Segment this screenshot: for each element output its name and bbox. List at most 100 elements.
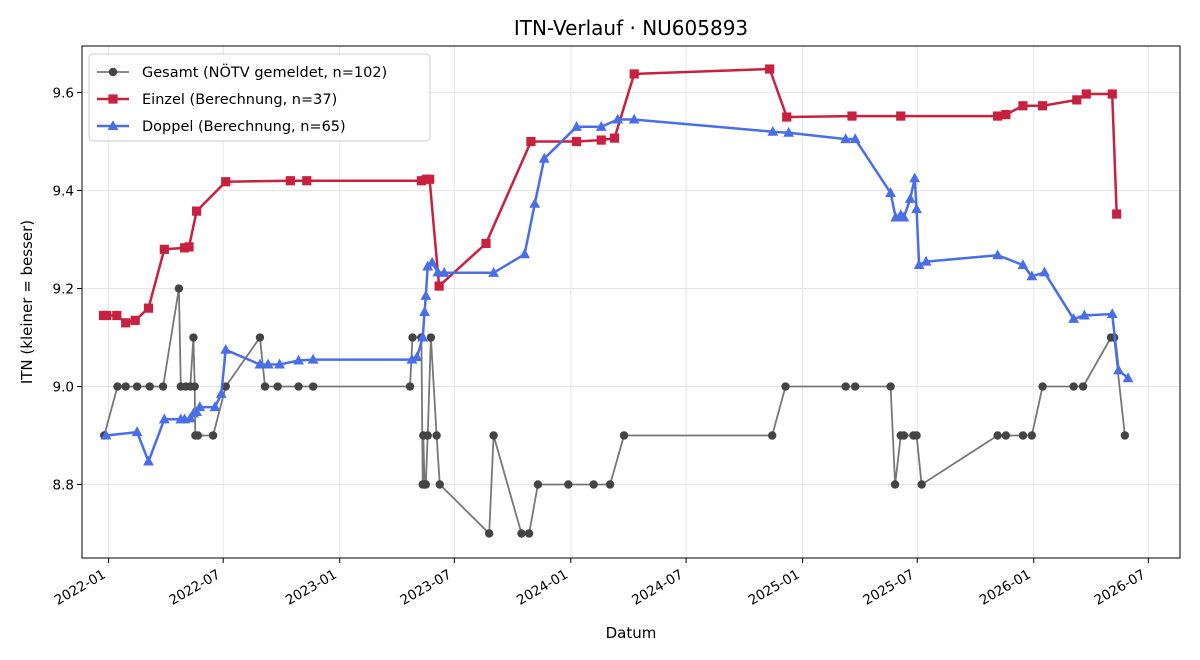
data-point — [192, 206, 202, 216]
data-point — [619, 431, 629, 440]
data-point — [488, 267, 499, 277]
data-point — [1122, 372, 1134, 383]
data-point — [1001, 431, 1011, 440]
data-point — [1078, 382, 1088, 391]
data-point — [1068, 313, 1080, 323]
data-point — [112, 310, 122, 321]
data-point — [1017, 259, 1029, 270]
y-tick-label: 9.0 — [53, 380, 74, 396]
data-point — [481, 238, 491, 249]
data-point — [533, 480, 543, 489]
data-point — [1081, 89, 1091, 99]
data-point — [571, 136, 582, 147]
data-point — [526, 136, 536, 147]
data-point — [132, 382, 142, 391]
data-point — [609, 133, 620, 143]
data-point — [209, 401, 221, 412]
data-point — [1027, 431, 1037, 440]
data-point — [1107, 89, 1117, 99]
data-point — [174, 284, 184, 293]
data-point — [215, 388, 227, 398]
data-point — [100, 429, 112, 440]
data-point — [423, 431, 432, 440]
data-point — [1038, 382, 1047, 391]
data-point — [517, 529, 526, 538]
data-point — [432, 431, 441, 440]
data-point — [220, 343, 232, 354]
data-point — [131, 426, 143, 437]
data-point — [121, 382, 130, 391]
legend-marker — [108, 67, 118, 77]
data-point — [416, 176, 427, 186]
data-point — [849, 133, 861, 144]
data-point — [596, 135, 606, 145]
data-point — [273, 382, 282, 391]
data-point — [847, 111, 857, 121]
data-point — [898, 211, 910, 222]
data-point — [1120, 431, 1130, 440]
data-point — [113, 382, 122, 391]
series-line — [103, 287, 1126, 535]
data-point — [143, 455, 154, 466]
series-triangle — [100, 113, 1134, 466]
y-axis-label: ITN (kleiner = besser) — [18, 220, 36, 384]
data-point — [426, 333, 436, 342]
data-point — [285, 176, 295, 186]
data-point — [420, 290, 432, 300]
data-point — [850, 382, 860, 391]
data-point — [405, 382, 415, 391]
series-layer — [98, 64, 1134, 538]
data-point — [425, 174, 435, 184]
data-point — [605, 480, 615, 489]
legend-label: Doppel (Berechnung, n=65) — [142, 119, 346, 135]
data-point — [262, 358, 274, 369]
y-axis-ticks: 8.8 9.0 9.2 9.4 9.6 — [53, 86, 82, 494]
data-point — [911, 203, 922, 214]
data-point — [899, 431, 909, 440]
data-point — [184, 242, 194, 252]
data-point — [841, 382, 850, 391]
data-point — [783, 126, 795, 137]
y-tick-label: 9.6 — [53, 86, 74, 102]
data-point — [411, 351, 423, 362]
data-point — [917, 480, 926, 489]
data-point — [767, 125, 779, 136]
data-point — [307, 353, 319, 364]
data-point — [595, 121, 607, 131]
data-point — [993, 111, 1003, 121]
data-point — [302, 176, 312, 186]
data-point — [529, 197, 541, 208]
data-point — [434, 281, 444, 291]
legend-box — [88, 53, 431, 142]
data-point — [143, 303, 154, 313]
data-point — [193, 431, 203, 440]
data-point — [1113, 364, 1124, 375]
data-point — [421, 480, 431, 489]
data-point — [768, 431, 777, 440]
legend-marker — [108, 94, 118, 104]
data-point — [189, 333, 198, 342]
legend-label: Einzel (Berechnung, n=37) — [142, 92, 337, 108]
data-point — [221, 382, 230, 391]
data-point — [260, 382, 270, 391]
data-point — [538, 152, 550, 163]
data-point — [589, 480, 598, 489]
data-point — [1039, 266, 1050, 277]
data-point — [1018, 101, 1028, 111]
legend-item: Doppel (Berechnung, n=65) — [97, 119, 346, 135]
data-point — [909, 172, 921, 183]
data-point — [920, 255, 932, 266]
data-point — [781, 382, 790, 391]
data-point — [904, 193, 916, 203]
data-point — [519, 248, 531, 259]
series-square — [98, 64, 1122, 328]
data-point — [1037, 101, 1048, 111]
data-point — [158, 382, 168, 391]
data-point — [308, 382, 318, 391]
data-point — [484, 529, 494, 538]
x-axis-label: Datum — [606, 624, 657, 642]
data-point — [293, 354, 304, 365]
data-point — [1106, 308, 1118, 319]
data-point — [564, 480, 573, 489]
